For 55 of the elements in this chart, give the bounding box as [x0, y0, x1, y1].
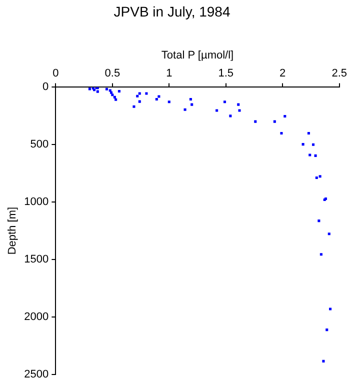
y-tick-label: 1000	[24, 196, 49, 208]
point	[254, 120, 257, 123]
point	[284, 114, 286, 118]
point	[312, 143, 315, 146]
point	[118, 90, 120, 92]
point	[308, 154, 312, 156]
y-tick-label: 2000	[24, 310, 49, 323]
point	[96, 90, 99, 93]
point	[229, 114, 232, 118]
x-axis-title: Total P [µmol/l]	[161, 49, 234, 62]
y-tick-label: 1500	[24, 254, 49, 266]
point	[280, 132, 283, 135]
point	[320, 253, 322, 256]
point	[238, 109, 241, 112]
point	[302, 143, 304, 146]
y-tick-label: 500	[30, 138, 49, 151]
point	[114, 98, 118, 101]
point	[329, 308, 332, 310]
point	[138, 100, 141, 103]
point	[168, 100, 170, 104]
x-tick-label: 1.5	[218, 68, 234, 80]
point	[145, 92, 148, 95]
point	[216, 109, 218, 112]
x-tick-label: 0	[52, 68, 59, 80]
point	[328, 232, 330, 236]
x-tick-label: 1	[166, 68, 172, 80]
point	[189, 98, 192, 101]
point	[88, 88, 91, 90]
point	[184, 108, 186, 111]
x-tick-label: 2	[280, 68, 286, 80]
point	[223, 100, 226, 104]
point	[132, 105, 136, 108]
y-axis-title: Depth [m]	[6, 206, 19, 255]
y-tick-label: 0	[42, 81, 49, 94]
x-tick-label: 0.5	[104, 68, 120, 80]
point	[322, 360, 325, 362]
chart-title: JPVB in July, 1984	[114, 3, 230, 20]
point	[113, 96, 116, 98]
y-tick-label: 2500	[24, 368, 49, 380]
point	[318, 220, 320, 222]
point	[105, 88, 108, 90]
point	[326, 328, 328, 332]
point	[273, 120, 276, 123]
point	[315, 176, 318, 179]
point	[190, 103, 194, 106]
point	[111, 94, 114, 96]
point	[155, 98, 158, 101]
point	[237, 103, 240, 106]
point	[307, 132, 310, 135]
point	[158, 95, 160, 98]
point	[318, 175, 322, 178]
point	[314, 154, 317, 157]
x-tick-label: 2.5	[332, 68, 348, 80]
point	[138, 92, 141, 95]
point	[136, 94, 139, 98]
